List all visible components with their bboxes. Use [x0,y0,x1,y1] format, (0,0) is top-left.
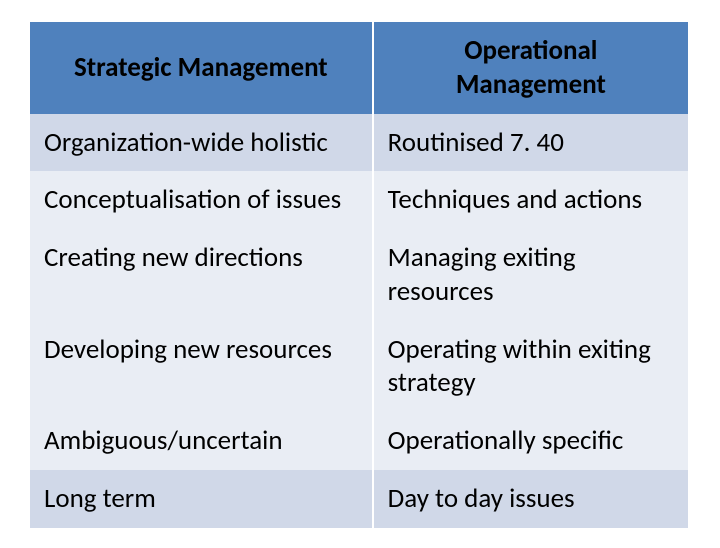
slide-content: Strategic Management Operational Managem… [0,0,720,548]
table-row: Long term Day to day issues [30,470,689,528]
comparison-table: Strategic Management Operational Managem… [30,22,690,528]
col-header-operational: Operational Management [373,22,689,114]
cell-operational: Operationally specific [373,412,689,470]
table-row: Developing new resources Operating withi… [30,321,689,413]
cell-strategic: Organization-wide holistic [30,114,373,172]
table-header-row: Strategic Management Operational Managem… [30,22,689,114]
table-row: Creating new directions Managing exiting… [30,229,689,321]
cell-strategic: Developing new resources [30,321,373,413]
cell-operational: Routinised 7. 40 [373,114,689,172]
cell-strategic: Creating new directions [30,229,373,321]
cell-strategic: Conceptualisation of issues [30,171,373,229]
cell-operational: Managing exiting resources [373,229,689,321]
cell-strategic: Long term [30,470,373,528]
cell-operational: Day to day issues [373,470,689,528]
table-row: Ambiguous/uncertain Operationally specif… [30,412,689,470]
col-header-strategic: Strategic Management [30,22,373,114]
cell-operational: Techniques and actions [373,171,689,229]
table-row: Organization-wide holistic Routinised 7.… [30,114,689,172]
table-row: Conceptualisation of issues Techniques a… [30,171,689,229]
cell-operational: Operating within exiting strategy [373,321,689,413]
cell-strategic: Ambiguous/uncertain [30,412,373,470]
